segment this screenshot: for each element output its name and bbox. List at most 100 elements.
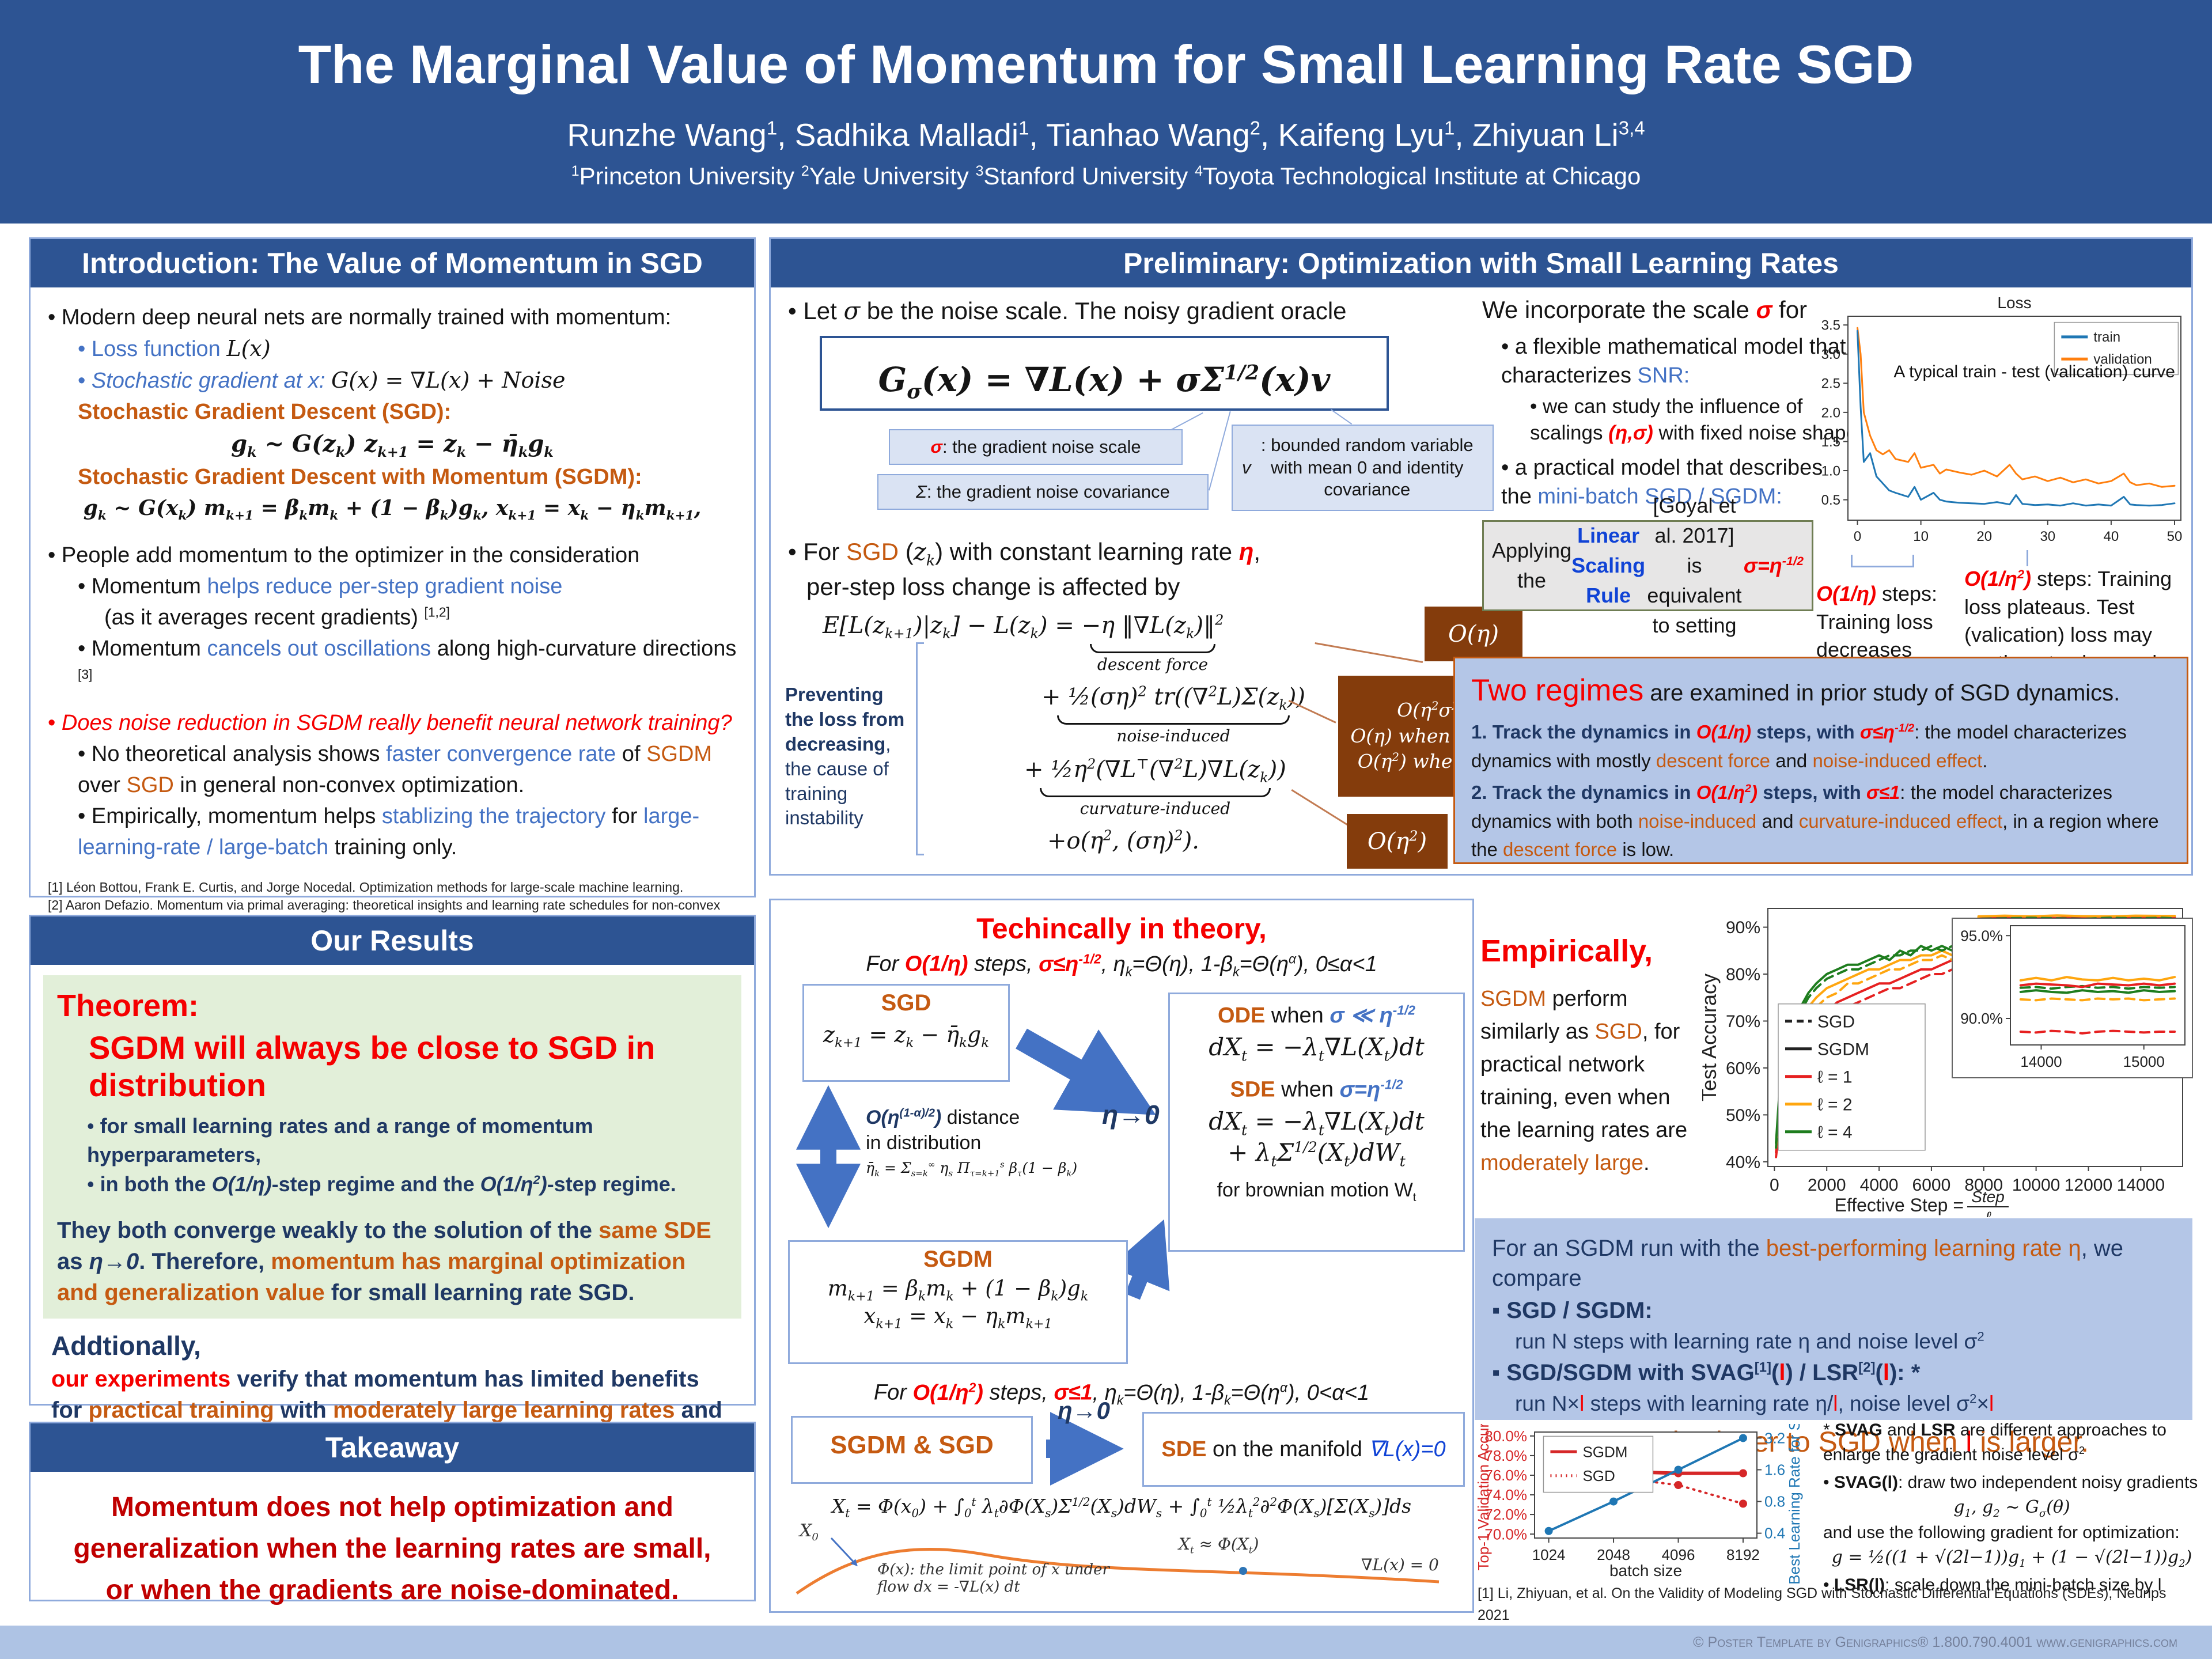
section-header: Introduction: The Value of Momentum in S…	[31, 239, 754, 287]
svg-text:15000: 15000	[2123, 1053, 2165, 1070]
svg-text:2.0: 2.0	[1821, 405, 1840, 421]
text-line: • People add momentum to the optimizer i…	[48, 543, 640, 567]
sgdm-sgd-box: SGDM & SGD	[791, 1416, 1033, 1484]
svg-text:76.0%: 76.0%	[1484, 1467, 1527, 1484]
equation: gk ~ G(xk) mk+1 = βkmk + (1 − βk)gk, xk+…	[83, 495, 702, 524]
term-label: curvature-induced	[1080, 799, 1231, 819]
svg-text:78.0%: 78.0%	[1484, 1447, 1527, 1464]
text-line: We incorporate the scale σ for	[1482, 296, 1808, 323]
manifold-curve	[796, 1537, 1440, 1595]
text-paragraph: They both converge weakly to the solutio…	[57, 1218, 711, 1306]
connector-line	[1330, 409, 1353, 425]
section-results: Our Results Theorem: SGDM will always be…	[29, 915, 756, 1544]
svg-text:ℓ = 4: ℓ = 4	[1817, 1123, 1853, 1142]
x0-label: X0	[800, 1521, 819, 1543]
takeaway-text: Momentum does not help optimization and …	[73, 1492, 711, 1605]
text-line: • a flexible mathematical model that cha…	[1501, 335, 1846, 388]
svg-text:8000: 8000	[1964, 1176, 2003, 1195]
reference: [1] Li, Zhiyuan, et al. On the Validity …	[1478, 1585, 2166, 1623]
manifold-sde-box: SDE on the manifold ∇L(x)=0	[1142, 1412, 1465, 1487]
sgdm-box: SGDM mk+1 = βkmk + (1 − βk)gk xk+1 = xk …	[788, 1240, 1128, 1364]
svg-text:Step: Step	[1971, 1188, 2005, 1206]
svg-text:Effective Step =: Effective Step =	[1835, 1195, 1964, 1215]
affiliations: 1Princeton University 2Yale University 3…	[571, 162, 1641, 190]
equation-term: −η ‖∇L(zk)‖2	[1081, 612, 1224, 642]
authors: Runzhe Wang1, Sadhika Malladi1, Tianhao …	[567, 117, 1645, 153]
section-theory: Techincally in theory, For O(1/η) steps,…	[769, 899, 1474, 1613]
svg-text:8192: 8192	[1726, 1546, 1760, 1563]
svg-text:70%: 70%	[1726, 1012, 1760, 1031]
condition-line-1: For O(1/η) steps, σ≤η-1/2, ηk=Θ(η), 1-βk…	[866, 951, 1377, 979]
text-line: ▪ SGD/SGDM with SVAG[1](l) / LSR[2](l): …	[1492, 1359, 1921, 1386]
text-line: • No theoretical analysis shows faster c…	[78, 742, 713, 798]
phi-label: Φ(x): the limit point of x under flow dx…	[877, 1561, 1109, 1596]
left-bracket	[916, 642, 924, 855]
equation: g1, g2 ~ Gσ(θ)	[1953, 1497, 2070, 1520]
svg-text:0.8: 0.8	[1764, 1493, 1785, 1510]
svg-text:14000: 14000	[2117, 1176, 2165, 1195]
eta-to-zero: η→0	[1102, 1100, 1160, 1130]
theorem-box: Theorem: SGDM will always be close to SG…	[43, 975, 741, 1319]
equation-row: + ½(ση)2 tr((∇2L)Σ(zk)) noise-induced	[1041, 684, 1305, 745]
svg-text:6000: 6000	[1912, 1176, 1951, 1195]
brownian-note: for brownian motion Wt	[1217, 1179, 1416, 1204]
text-line: (as it averages recent gradients) [1,2]	[104, 604, 450, 630]
text-line: • Let σ be the noise scale. The noisy gr…	[788, 297, 1347, 325]
two-regimes-box: Two regimes are examined in prior study …	[1453, 657, 2188, 864]
xt-label: Xt ≈ Φ(Xt)	[1179, 1535, 1259, 1556]
equation: g = ½((1 + √(2l−1))g1 + (1 − √(2l−1))g2)	[1831, 1547, 2192, 1570]
section-introduction: Introduction: The Value of Momentum in S…	[29, 237, 756, 948]
svg-text:10: 10	[1913, 529, 1929, 544]
svg-text:30: 30	[2040, 529, 2055, 544]
section-header: Our Results	[31, 916, 754, 965]
poster-title: The Marginal Value of Momentum for Small…	[298, 34, 1914, 94]
svg-text:ℓ = 2: ℓ = 2	[1817, 1095, 1853, 1114]
text-line: • Stochastic gradient at x: G(x) = ∇L(x)…	[78, 367, 566, 393]
svg-text:74.0%: 74.0%	[1484, 1486, 1527, 1503]
equation-term: + ½η2(∇L⊤(∇2L)∇L(zk))	[1024, 756, 1286, 786]
svg-text:3.5: 3.5	[1821, 318, 1840, 334]
svg-text:ℓ: ℓ	[1984, 1209, 1991, 1217]
equation-row: +o(η2, (ση)2).	[1047, 828, 1199, 854]
svg-text:50%: 50%	[1726, 1106, 1760, 1125]
svg-text:batch size: batch size	[1609, 1562, 1682, 1580]
svg-text:90.0%: 90.0%	[1960, 1010, 2003, 1027]
text-line: per-step loss change is affected by	[806, 573, 1180, 600]
reference: [1] Léon Bottou, Frank E. Curtis, and Jo…	[48, 880, 684, 895]
svg-text:0.4: 0.4	[1764, 1525, 1785, 1542]
equation-term: + ½(ση)2 tr((∇2L)Σ(zk))	[1041, 684, 1306, 714]
section-takeaway: Takeaway Momentum does not help optimiza…	[29, 1422, 756, 1605]
svg-text:2000: 2000	[1808, 1176, 1846, 1195]
text-line: run N×l steps with learning rate η/l, no…	[1515, 1391, 1994, 1416]
svg-text:0.5: 0.5	[1821, 493, 1840, 508]
text-line: • Empirically, momentum helps stablizing…	[78, 804, 700, 860]
svg-text:SGD: SGD	[1582, 1467, 1615, 1484]
svg-text:ℓ = 1: ℓ = 1	[1817, 1067, 1853, 1086]
oracle-equation: Gσ(x) = ∇L(x) + σΣ1/2(x)v	[820, 336, 1389, 411]
svg-text:SGD: SGD	[1817, 1012, 1855, 1031]
order-box-O-eta2: O(η2)	[1347, 814, 1448, 869]
test-accuracy-inset: 90.0% 95.0% 14000 15000	[1952, 918, 2193, 1078]
sigma-label-box: σ: the gradient noise scale	[889, 429, 1183, 465]
empirically-heading: Empirically,	[1480, 934, 1653, 968]
svg-text:2048: 2048	[1597, 1546, 1630, 1563]
text-line: Addtionally,	[51, 1331, 201, 1361]
text-line: • Modern deep neural nets are normally t…	[48, 305, 672, 329]
svg-text:Top-1 Validation Accuracy: Top-1 Validation Accuracy	[1475, 1424, 1492, 1571]
equation-row: + ½η2(∇L⊤(∇2L)∇L(zk)) curvature-induced	[1024, 756, 1286, 818]
svg-text:train: train	[2093, 329, 2120, 345]
svg-text:90%: 90%	[1726, 918, 1760, 937]
equation-term: +o(η2, (ση)2).	[1047, 828, 1199, 855]
svg-text:80.0%: 80.0%	[1484, 1427, 1527, 1445]
svg-text:95.0%: 95.0%	[1960, 927, 2003, 944]
svg-text:10000: 10000	[2012, 1176, 2060, 1195]
eta-to-zero-2: η→0	[1058, 1397, 1111, 1424]
theorem-label: Theorem:	[57, 988, 199, 1023]
v-label-box: v: bounded random variable with mean 0 a…	[1232, 425, 1494, 511]
text-line: • For SGD (zk) with constant learning ra…	[788, 537, 1261, 569]
footer-band: © Poster Template by Genigraphics® 1.800…	[0, 1626, 2212, 1659]
ode-heading: ODE when σ ≪ η-1/2	[1218, 1002, 1415, 1028]
text-line: • we can study the influence of scalings…	[1530, 395, 1863, 445]
svg-text:1.6: 1.6	[1764, 1461, 1785, 1479]
svg-text:40: 40	[2104, 529, 2119, 544]
